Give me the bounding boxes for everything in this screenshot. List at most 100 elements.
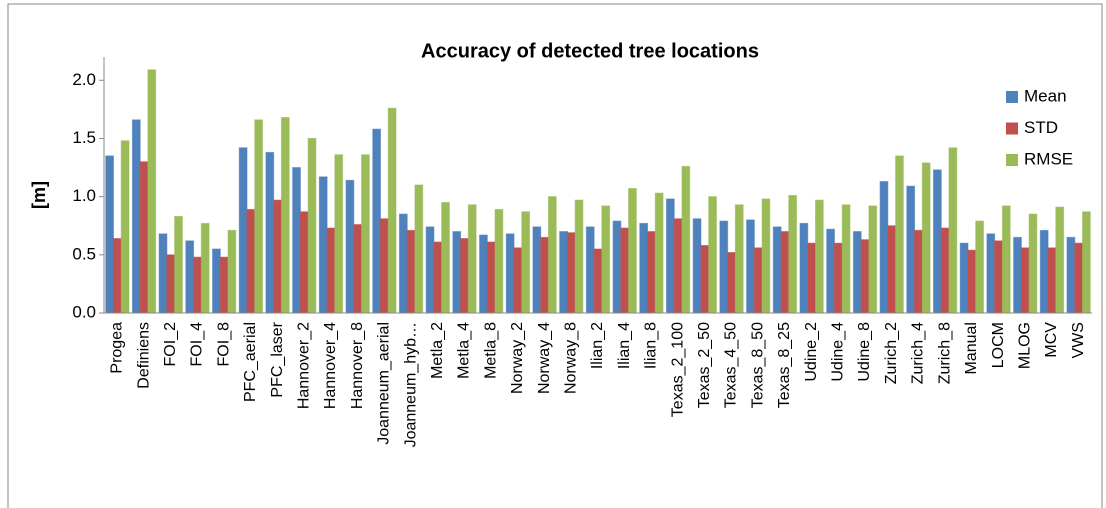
x-tick-label: FOI_8 xyxy=(215,322,232,367)
bar xyxy=(780,231,790,314)
bar xyxy=(398,213,408,314)
bar xyxy=(193,256,202,314)
bar xyxy=(665,198,675,314)
bar xyxy=(246,208,256,314)
bar xyxy=(601,205,611,314)
x-tick-label: Definiens xyxy=(135,322,152,389)
bar xyxy=(727,251,736,314)
bar xyxy=(574,199,584,314)
bar xyxy=(307,137,317,314)
bar xyxy=(1013,236,1022,314)
bar xyxy=(521,211,531,314)
bar xyxy=(1074,242,1084,314)
bar xyxy=(254,119,263,314)
x-tick-label: Joanneum_hyb… xyxy=(402,322,419,447)
bar xyxy=(299,211,309,314)
x-tick-label: MLOG xyxy=(1016,322,1033,369)
bar xyxy=(112,238,122,314)
bar xyxy=(654,192,664,314)
bar xyxy=(879,181,889,314)
bar xyxy=(1055,206,1065,314)
x-tick-label: FOI_2 xyxy=(162,322,179,367)
bar xyxy=(326,227,336,314)
y-tick-label: 1.0 xyxy=(72,186,96,205)
bar xyxy=(914,229,923,314)
bar xyxy=(1047,247,1057,314)
bar xyxy=(280,117,290,314)
y-axis-label: [m] xyxy=(29,181,49,209)
bar xyxy=(158,233,168,314)
x-tick-label: Texas_4_50 xyxy=(723,322,740,408)
legend-swatch xyxy=(1006,122,1018,135)
bar xyxy=(566,232,576,314)
bar xyxy=(975,220,984,314)
bar xyxy=(933,169,942,314)
x-tick-label: Udine_4 xyxy=(830,322,847,382)
bar xyxy=(494,208,504,314)
x-tick-label: Metla_2 xyxy=(429,322,446,379)
x-tick-label: Udine_8 xyxy=(856,322,873,382)
bar xyxy=(532,226,542,314)
bar xyxy=(772,226,782,314)
bar xyxy=(620,227,630,314)
x-tick-label: Texas_8_50 xyxy=(749,322,766,408)
bar xyxy=(1082,211,1091,314)
bar xyxy=(273,199,282,314)
y-tick-label: 2.0 xyxy=(72,70,96,89)
x-tick-label: PFC_laser xyxy=(269,321,286,397)
bar xyxy=(318,176,328,314)
x-tick-label: Hannover_4 xyxy=(322,322,339,409)
bar xyxy=(559,231,568,314)
bar xyxy=(547,196,557,314)
bar xyxy=(513,247,523,314)
bar xyxy=(406,229,416,314)
bar xyxy=(174,215,183,314)
x-tick-label: Norway_2 xyxy=(509,322,526,394)
x-tick-label: LOCM xyxy=(990,322,1007,368)
bar xyxy=(593,248,603,314)
bar xyxy=(639,222,649,314)
bar xyxy=(219,256,229,314)
bar xyxy=(120,140,130,314)
bar xyxy=(387,107,397,314)
bar xyxy=(708,196,717,314)
bar xyxy=(265,151,275,314)
bar xyxy=(1028,213,1038,314)
x-tick-label: Ilian_4 xyxy=(616,322,633,369)
bar xyxy=(147,69,157,314)
x-tick-label: Zurich_8 xyxy=(936,322,953,384)
bar xyxy=(467,204,477,314)
x-tick-label: Metla_8 xyxy=(482,322,499,379)
x-tick-label: Texas_2_50 xyxy=(696,322,713,408)
bar xyxy=(868,205,878,314)
bar xyxy=(612,220,622,314)
bar xyxy=(967,249,977,314)
x-tick-label: FOI_4 xyxy=(189,322,206,367)
bar xyxy=(414,184,424,314)
bar xyxy=(425,226,435,314)
bar xyxy=(1039,229,1049,314)
bar xyxy=(200,222,210,314)
bar xyxy=(994,240,1003,314)
bar xyxy=(700,245,710,314)
bar xyxy=(833,242,843,314)
bar xyxy=(986,233,996,314)
bar xyxy=(895,155,904,314)
y-tick-label: 0.0 xyxy=(72,302,96,321)
chart-title: Accuracy of detected tree locations xyxy=(421,40,759,62)
bar xyxy=(692,218,702,314)
bar xyxy=(852,231,862,314)
legend-label: RMSE xyxy=(1024,149,1073,168)
bar xyxy=(334,154,344,314)
bar xyxy=(734,204,744,314)
bar xyxy=(585,226,595,314)
x-tick-label: VWS xyxy=(1070,322,1087,358)
x-tick-label: Texas_8_25 xyxy=(776,322,793,408)
x-tick-label: Norway_4 xyxy=(536,322,553,394)
bar xyxy=(761,198,771,314)
bar xyxy=(940,227,950,314)
bar xyxy=(505,233,515,314)
bar xyxy=(227,229,237,314)
bar xyxy=(185,240,195,314)
